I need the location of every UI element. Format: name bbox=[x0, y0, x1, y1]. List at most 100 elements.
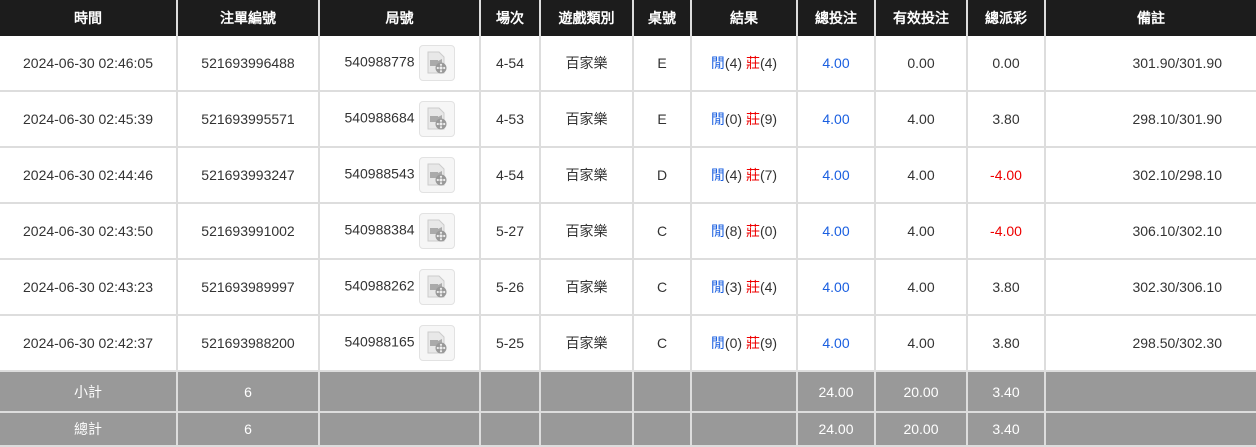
shoe-cell: 5-26 bbox=[479, 259, 540, 316]
header-shoe[interactable]: 場次 bbox=[479, 0, 540, 36]
video-replay-icon[interactable] bbox=[418, 325, 455, 361]
shoe-cell: 4-54 bbox=[479, 147, 540, 204]
player-label: 閒 bbox=[710, 279, 725, 295]
round-number: 540988543 bbox=[344, 165, 415, 182]
game-type-cell: 百家樂 bbox=[539, 36, 633, 92]
header-table-no[interactable]: 桌號 bbox=[632, 0, 691, 36]
result-cell: 閒(4) 莊(7) bbox=[690, 147, 797, 204]
grandtotal-total-bet: 24.00 bbox=[796, 412, 875, 447]
payout-cell: -4.00 bbox=[966, 147, 1045, 204]
player-label: 閒 bbox=[710, 223, 725, 239]
player-label: 閒 bbox=[710, 111, 725, 127]
time-cell: 2024-06-30 02:43:23 bbox=[0, 259, 177, 316]
grandtotal-row: 總計 6 24.00 20.00 3.40 bbox=[0, 412, 1256, 447]
banker-score: (9) bbox=[759, 335, 778, 351]
payout-cell: 3.80 bbox=[966, 259, 1045, 316]
header-payout[interactable]: 總派彩 bbox=[966, 0, 1045, 36]
round-cell: 540988262 bbox=[318, 259, 480, 316]
game-type-cell: 百家樂 bbox=[539, 91, 633, 148]
header-total-bet[interactable]: 總投注 bbox=[796, 0, 875, 36]
valid-bet-cell: 0.00 bbox=[874, 36, 967, 92]
round-cell: 540988543 bbox=[318, 147, 480, 204]
round-number: 540988684 bbox=[344, 109, 415, 126]
bet-id-cell: 521693989997 bbox=[176, 259, 319, 316]
shoe-cell: 5-25 bbox=[479, 315, 540, 372]
shoe-cell: 4-53 bbox=[479, 91, 540, 148]
round-number: 540988778 bbox=[344, 53, 415, 70]
banker-score: (4) bbox=[759, 279, 778, 295]
subtotal-row: 小計 6 24.00 20.00 3.40 bbox=[0, 371, 1256, 413]
grandtotal-count: 6 bbox=[176, 412, 319, 447]
player-label: 閒 bbox=[710, 167, 725, 183]
player-label: 閒 bbox=[710, 55, 725, 71]
table-row: 2024-06-30 02:44:46 521693993247 5409885… bbox=[0, 147, 1256, 204]
bet-id-cell: 521693995571 bbox=[176, 91, 319, 148]
payout-cell: 3.80 bbox=[966, 91, 1045, 148]
total-bet-cell: 4.00 bbox=[796, 147, 875, 204]
valid-bet-cell: 4.00 bbox=[874, 259, 967, 316]
time-cell: 2024-06-30 02:43:50 bbox=[0, 203, 177, 260]
player-score: (0) bbox=[724, 335, 743, 351]
bet-id-cell: 521693988200 bbox=[176, 315, 319, 372]
result-cell: 閒(3) 莊(4) bbox=[690, 259, 797, 316]
header-time[interactable]: 時間 bbox=[0, 0, 177, 36]
video-replay-icon[interactable] bbox=[418, 213, 455, 249]
header-result[interactable]: 結果 bbox=[690, 0, 797, 36]
subtotal-label: 小計 bbox=[0, 371, 177, 413]
header-round[interactable]: 局號 bbox=[318, 0, 480, 36]
game-type-cell: 百家樂 bbox=[539, 147, 633, 204]
game-type-cell: 百家樂 bbox=[539, 315, 633, 372]
game-type-cell: 百家樂 bbox=[539, 203, 633, 260]
total-bet-cell: 4.00 bbox=[796, 259, 875, 316]
banker-label: 莊 bbox=[745, 335, 760, 351]
table-row: 2024-06-30 02:45:39 521693995571 5409886… bbox=[0, 91, 1256, 148]
player-score: (4) bbox=[724, 167, 743, 183]
header-valid-bet[interactable]: 有效投注 bbox=[874, 0, 967, 36]
remark-cell: 298.10/301.90 bbox=[1044, 91, 1256, 148]
table-no-cell: E bbox=[632, 91, 691, 148]
round-cell: 540988778 bbox=[318, 36, 480, 92]
header-remark[interactable]: 備註 bbox=[1044, 0, 1256, 36]
subtotal-total-bet: 24.00 bbox=[796, 371, 875, 413]
result-cell: 閒(0) 莊(9) bbox=[690, 91, 797, 148]
video-replay-icon[interactable] bbox=[418, 45, 455, 81]
header-game-type[interactable]: 遊戲類別 bbox=[539, 0, 633, 36]
video-replay-icon[interactable] bbox=[418, 157, 455, 193]
table-row: 2024-06-30 02:42:37 521693988200 5409881… bbox=[0, 315, 1256, 372]
grandtotal-payout: 3.40 bbox=[966, 412, 1045, 447]
player-score: (0) bbox=[724, 111, 743, 127]
video-replay-icon[interactable] bbox=[418, 269, 455, 305]
grandtotal-valid-bet: 20.00 bbox=[874, 412, 967, 447]
banker-score: (4) bbox=[759, 55, 778, 71]
remark-cell: 306.10/302.10 bbox=[1044, 203, 1256, 260]
remark-cell: 301.90/301.90 bbox=[1044, 36, 1256, 92]
banker-label: 莊 bbox=[745, 223, 760, 239]
header-bet-id[interactable]: 注單編號 bbox=[176, 0, 319, 36]
total-bet-cell: 4.00 bbox=[796, 91, 875, 148]
table-no-cell: E bbox=[632, 36, 691, 92]
result-cell: 閒(4) 莊(4) bbox=[690, 36, 797, 92]
player-score: (4) bbox=[724, 55, 743, 71]
valid-bet-cell: 4.00 bbox=[874, 147, 967, 204]
total-bet-cell: 4.00 bbox=[796, 36, 875, 92]
result-cell: 閒(0) 莊(9) bbox=[690, 315, 797, 372]
valid-bet-cell: 4.00 bbox=[874, 203, 967, 260]
banker-label: 莊 bbox=[745, 111, 760, 127]
grandtotal-label: 總計 bbox=[0, 412, 177, 447]
round-cell: 540988384 bbox=[318, 203, 480, 260]
banker-score: (0) bbox=[759, 223, 778, 239]
bet-id-cell: 521693991002 bbox=[176, 203, 319, 260]
round-number: 540988262 bbox=[344, 277, 415, 294]
subtotal-payout: 3.40 bbox=[966, 371, 1045, 413]
video-replay-icon[interactable] bbox=[418, 101, 455, 137]
round-number: 540988165 bbox=[344, 333, 415, 350]
table-row: 2024-06-30 02:43:23 521693989997 5409882… bbox=[0, 259, 1256, 316]
payout-cell: 3.80 bbox=[966, 315, 1045, 372]
game-type-cell: 百家樂 bbox=[539, 259, 633, 316]
table-row: 2024-06-30 02:43:50 521693991002 5409883… bbox=[0, 203, 1256, 260]
total-bet-cell: 4.00 bbox=[796, 315, 875, 372]
table-no-cell: D bbox=[632, 147, 691, 204]
bet-id-cell: 521693996488 bbox=[176, 36, 319, 92]
shoe-cell: 4-54 bbox=[479, 36, 540, 92]
